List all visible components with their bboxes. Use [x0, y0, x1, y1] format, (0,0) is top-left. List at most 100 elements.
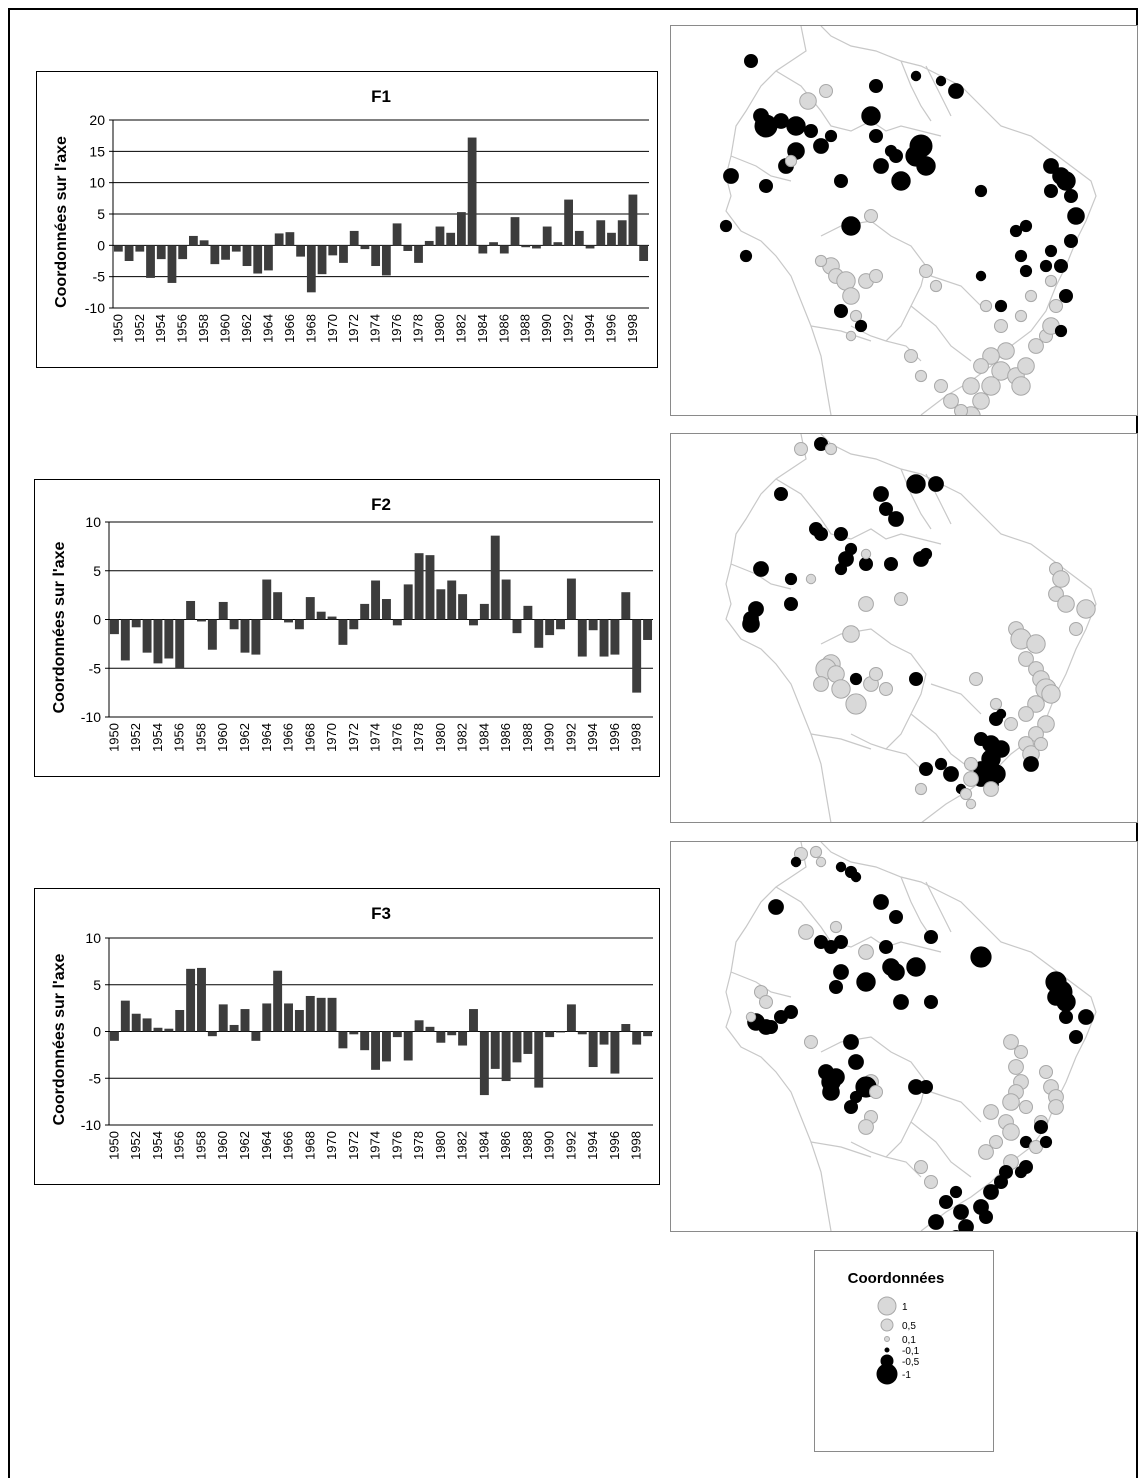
positive-coordinate-marker: [842, 287, 860, 305]
map-f2: [670, 433, 1138, 823]
bar-1963: [253, 245, 263, 274]
bar-1951: [120, 619, 130, 661]
bar-1976: [392, 1031, 402, 1038]
x-tick-label: 1962: [239, 314, 254, 343]
negative-coordinate-marker: [916, 156, 936, 176]
positive-coordinate-marker: [1076, 599, 1096, 619]
negative-coordinate-marker: [1047, 988, 1065, 1006]
map-f1: [670, 25, 1138, 416]
bar-1959: [207, 1031, 217, 1037]
map-border-line: [910, 1121, 972, 1178]
bar-1993: [574, 230, 584, 246]
y-axis-label: Coordonnées sur l'axe: [51, 541, 68, 713]
bar-1974: [371, 245, 381, 267]
bar-1987: [512, 619, 522, 634]
x-tick-label: 1970: [324, 723, 339, 752]
bar-1958: [197, 967, 206, 1032]
bar-1969: [316, 611, 326, 620]
x-tick-label: 1970: [324, 1131, 339, 1160]
bar-1968: [306, 245, 316, 293]
positive-coordinate-marker: [919, 264, 933, 278]
y-tick-label: 5: [97, 206, 105, 222]
positive-coordinate-marker: [943, 393, 959, 409]
bar-1966: [285, 232, 295, 246]
positive-coordinate-marker: [1069, 622, 1083, 636]
positive-coordinate-marker: [924, 1175, 938, 1189]
positive-coordinate-marker: [815, 856, 827, 868]
bar-1979: [425, 555, 435, 620]
positive-coordinate-marker: [962, 377, 980, 395]
legend-label: 0,5: [902, 1321, 916, 1332]
positive-coordinate-marker: [1029, 1140, 1043, 1154]
bar-1976: [392, 223, 402, 246]
bar-1994: [588, 1031, 598, 1068]
positive-coordinate-marker: [849, 309, 863, 323]
negative-coordinate-marker: [975, 270, 987, 282]
positive-coordinate-marker: [1027, 695, 1045, 713]
bar-1959: [210, 245, 220, 265]
x-tick-label: 1994: [585, 1131, 600, 1160]
bar-1960: [221, 245, 230, 260]
negative-coordinate-marker: [939, 1195, 953, 1209]
positive-coordinate-marker: [1037, 715, 1055, 733]
negative-coordinate-marker: [887, 963, 905, 981]
positive-coordinate-marker: [1048, 586, 1064, 602]
bar-1986: [501, 579, 511, 620]
negative-coordinate-marker: [849, 672, 863, 686]
negative-coordinate-marker: [1044, 184, 1058, 198]
map-border-line: [775, 886, 942, 953]
bar-1981: [447, 1031, 457, 1036]
negative-coordinate-marker: [850, 871, 862, 883]
bar-1993: [577, 619, 587, 657]
bar-1957: [186, 968, 196, 1032]
negative-coordinate-marker: [1043, 158, 1059, 174]
negative-coordinate-marker: [891, 171, 911, 191]
bar-1967: [294, 1009, 304, 1032]
negative-coordinate-marker: [834, 527, 848, 541]
positive-coordinate-marker: [965, 798, 977, 810]
positive-coordinate-marker: [1039, 1065, 1053, 1079]
positive-coordinate-marker: [1004, 717, 1018, 731]
x-tick-label: 1984: [476, 1131, 491, 1160]
y-tick-label: -10: [81, 709, 101, 725]
bar-1950: [113, 245, 123, 252]
x-tick-label: 1956: [172, 723, 187, 752]
positive-coordinate-marker: [845, 330, 857, 342]
chart-svg: -10 -5 0 5 10 15 20 1950 1952 1954 1956 1958 1960 196…: [53, 87, 649, 343]
negative-coordinate-marker: [979, 1210, 993, 1224]
bar-1982: [457, 212, 466, 246]
positive-coordinate-marker: [842, 625, 860, 643]
x-tick-label: 1966: [281, 1131, 296, 1160]
x-tick-label: 1950: [110, 314, 125, 343]
negative-coordinate-marker: [909, 134, 933, 158]
x-tick-label: 1976: [389, 723, 404, 752]
x-tick-label: 1970: [325, 314, 340, 343]
positive-coordinate-marker: [858, 1119, 874, 1135]
negative-coordinate-marker: [848, 1054, 864, 1070]
x-tick-label: 1974: [368, 723, 383, 752]
bar-1978: [414, 1020, 424, 1032]
negative-coordinate-marker: [861, 106, 881, 126]
x-tick-label: 1952: [132, 314, 147, 343]
x-tick-label: 1956: [175, 314, 190, 343]
bar-1996: [610, 619, 620, 655]
positive-coordinate-marker: [1019, 1100, 1033, 1114]
bar-1995: [599, 1031, 609, 1045]
positive-coordinate-marker: [799, 92, 817, 110]
bar-1956: [178, 245, 188, 260]
negative-coordinate-marker: [1069, 1030, 1083, 1044]
bar-1980: [436, 589, 446, 620]
x-tick-label: 1982: [453, 314, 468, 343]
positive-coordinate-marker: [819, 84, 833, 98]
bar-1994: [585, 245, 595, 249]
legend-label: 0,1: [902, 1335, 916, 1346]
negative-coordinate-marker: [759, 179, 773, 193]
legend-positive-marker: [877, 1296, 897, 1316]
positive-coordinate-marker: [1026, 634, 1046, 654]
positive-coordinate-marker: [745, 1011, 757, 1023]
bar-1968: [305, 995, 315, 1032]
negative-coordinate-marker: [873, 158, 889, 174]
x-tick-label: 1954: [150, 1131, 165, 1160]
bar-1958: [199, 240, 209, 246]
positive-coordinate-marker: [1024, 289, 1038, 303]
